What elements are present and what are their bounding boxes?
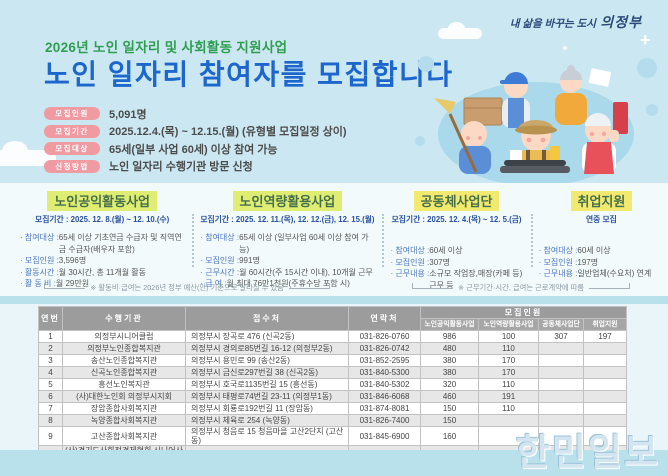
program-item: · 근무시간 : 월 60시간(주 15시간 이내), 10개월 근무 bbox=[200, 267, 373, 277]
cloud-icon bbox=[0, 141, 56, 166]
col-header-recruit-group: 모집인원 bbox=[419, 306, 628, 319]
program-notes: ※ 활동비·급여는 2026년 정부 예산(안) 기준으로 달라질 수 있음 ※… bbox=[0, 283, 668, 293]
info-row-period: 모집기간 2025.12.4.(목) ~ 12.15.(월) (유형별 모집일정… bbox=[44, 124, 347, 138]
cloud-icon bbox=[438, 22, 482, 39]
badge-apply: 신청방법 bbox=[44, 159, 100, 173]
bottom-band bbox=[0, 450, 668, 476]
city-logo: 내 삶을 바꾸는 도시 의정부 bbox=[510, 12, 642, 32]
program-period: 모집기간 : 2025. 12. 11.(목), 12. 12.(금), 12.… bbox=[200, 215, 375, 224]
table-row: 7 장암종합사회복지관 의정부시 회룡로192번길 11 (장암동) 031-874-… bbox=[38, 402, 628, 415]
apply-value: 노인 일자리 수행기관 방문 신청 bbox=[109, 161, 253, 173]
program-item: · 참여대상 : 60세 이상 bbox=[390, 246, 463, 255]
program-period: 모집기간 : 2025. 12. 8.(월) ~ 12. 10.(수) bbox=[35, 215, 170, 224]
program-item: · 활동시간 : 월 30시간, 총 11개월 활동 bbox=[20, 267, 146, 277]
headcount-value: 5,091명 bbox=[109, 108, 147, 121]
program-title: 취업지원 bbox=[539, 191, 665, 211]
note-left: ※ 활동비·급여는 2026년 정부 예산(안) 기준으로 달라질 수 있음 bbox=[0, 283, 374, 293]
program-item: · 참여대상 : 65세 이상 (일부사업 60세 이상 참여 가능) bbox=[200, 233, 369, 254]
col-header-program3: 공동체사업단 bbox=[538, 318, 584, 331]
program-item: · 참여대상 : 65세 이상 기초연금 수급자 및 직역연금 수급자(배우자 … bbox=[20, 233, 182, 254]
program-item: · 모집인원 : 991명 bbox=[200, 256, 260, 266]
program-item: · 모집인원 : 3,596명 bbox=[20, 256, 87, 266]
note-right: ※ 근무기간·시간, 급여는 근로계약에 따름 bbox=[374, 283, 668, 293]
poster-title: 노인 일자리 참여자를 모집합니다 bbox=[44, 59, 454, 90]
table-row: 5 흥선노인복지관 의정부시 호국로1135번길 15 (흥선동) 031-840-5… bbox=[38, 378, 628, 391]
program-title: 노인공익활동사업 bbox=[20, 191, 184, 211]
col-header-program2: 노인역량활용사업 bbox=[478, 318, 539, 331]
target-value: 65세(일부 사업 60세) 이상 참여 가능 bbox=[109, 143, 278, 156]
table-row: 3 송산노인종합복지관 의정부시 용민로 99 (송산2동) 031-852-2595… bbox=[38, 354, 628, 367]
info-row-apply: 신청방법 노인 일자리 수행기관 방문 신청 bbox=[44, 159, 347, 173]
program-item: · 근무내용 : 소규모 작업장,매장(카페 등)근무 등 bbox=[390, 269, 523, 290]
table-row: 4 신곡노인종합복지관 의정부시 금신로297번길 38 (신곡2동) 031-840… bbox=[38, 366, 628, 379]
program-subtitle: 연중 모집 bbox=[586, 215, 617, 224]
col-header-reception: 접수처 bbox=[185, 306, 349, 331]
city-logo-slogan: 내 삶을 바꾸는 도시 bbox=[509, 18, 596, 30]
table-header-row: 연번 수행기관 접수처 연락처 모집인원 bbox=[38, 306, 628, 331]
badge-target: 모집대상 bbox=[44, 142, 100, 155]
program-community: 공동체사업단 모집기간 : 2025. 12. 4.(목) ~ 12. 5.(금… bbox=[382, 188, 530, 290]
col-header-program1: 노인공익활동사업 bbox=[420, 318, 479, 331]
col-header-org: 수행기관 bbox=[62, 306, 186, 331]
badge-period: 모집기간 bbox=[44, 124, 100, 138]
badge-headcount: 모집인원 bbox=[44, 107, 100, 120]
col-header-no: 연번 bbox=[38, 306, 63, 331]
program-item: · 활 동 비 : 월 29만원 bbox=[20, 279, 90, 289]
table-subheader-row: 노인공익활동사업 노인역량활용사업 공동체사업단 취업지원 bbox=[39, 318, 628, 331]
program-title: 노인역량활용사업 bbox=[200, 191, 374, 211]
program-employment: 취업지원 연중 모집 · 참여대상 : 60세 이상 · 모집인원 : 197명… bbox=[530, 188, 668, 281]
program-item: · 근무내용 : 일반업체(수요처) 연계 bbox=[538, 269, 652, 279]
table-row: 8 녹양종합사회복지관 의정부시 체육로 254 (녹양동) 031-826-7400… bbox=[38, 414, 628, 427]
col-header-program4: 취업지원 bbox=[582, 318, 628, 331]
section-divider bbox=[0, 296, 668, 304]
poster-subtitle: 2026년 노인 일자리 및 사회활동 지원사업 bbox=[45, 40, 288, 55]
seniors-illustration bbox=[415, 56, 658, 186]
program-section: 노인공익활동사업 모집기간 : 2025. 12. 8.(월) ~ 12. 10… bbox=[0, 183, 668, 296]
table-row: 1 의정부시니어클럽 의정부시 장곡로 476 (신곡2동) 031-826-0760… bbox=[38, 330, 628, 343]
info-row-target: 모집대상 65세(일부 사업 60세) 이상 참여 가능 bbox=[44, 142, 347, 156]
city-logo-name: 의정부 bbox=[600, 14, 642, 30]
table-row: 6 (사)대한노인회 의정부시지회 의정부시 태평로74번길 23-11 (의정부1… bbox=[38, 390, 628, 403]
col-header-contact: 연락처 bbox=[348, 306, 421, 331]
program-item: · 급 여 : 월 최대 76만1천원(주휴수당 포함 시) bbox=[200, 279, 350, 289]
program-public-activity: 노인공익활동사업 모집기간 : 2025. 12. 8.(월) ~ 12. 10… bbox=[12, 188, 192, 288]
program-title: 공동체사업단 bbox=[390, 191, 522, 211]
watermark: 한민일보 bbox=[515, 432, 660, 473]
info-row-headcount: 모집인원 5,091명 bbox=[44, 107, 347, 121]
sparkle-icon: + bbox=[640, 30, 651, 50]
program-item: · 모집인원 : 307명 bbox=[390, 257, 450, 267]
table-row: 2 의정부노인종합복지관 의정부시 경의로85번길 16-12 (의정부2동) 031… bbox=[38, 342, 628, 355]
program-item: · 참여대상 : 60세 이상 bbox=[538, 246, 611, 255]
period-value: 2025.12.4.(목) ~ 12.15.(월) (유형별 모집일정 상이) bbox=[109, 126, 347, 138]
program-item: · 모집인원 : 197명 bbox=[538, 257, 599, 267]
recruitment-info-list: 모집인원 5,091명 모집기간 2025.12.4.(목) ~ 12.15.(… bbox=[44, 107, 347, 173]
program-period: 모집기간 : 2025. 12. 4.(목) ~ 12. 5.(금) bbox=[391, 215, 522, 224]
program-capability: 노인역량활용사업 모집기간 : 2025. 12. 11.(목), 12. 12… bbox=[192, 188, 382, 288]
dot-icon bbox=[563, 46, 567, 50]
